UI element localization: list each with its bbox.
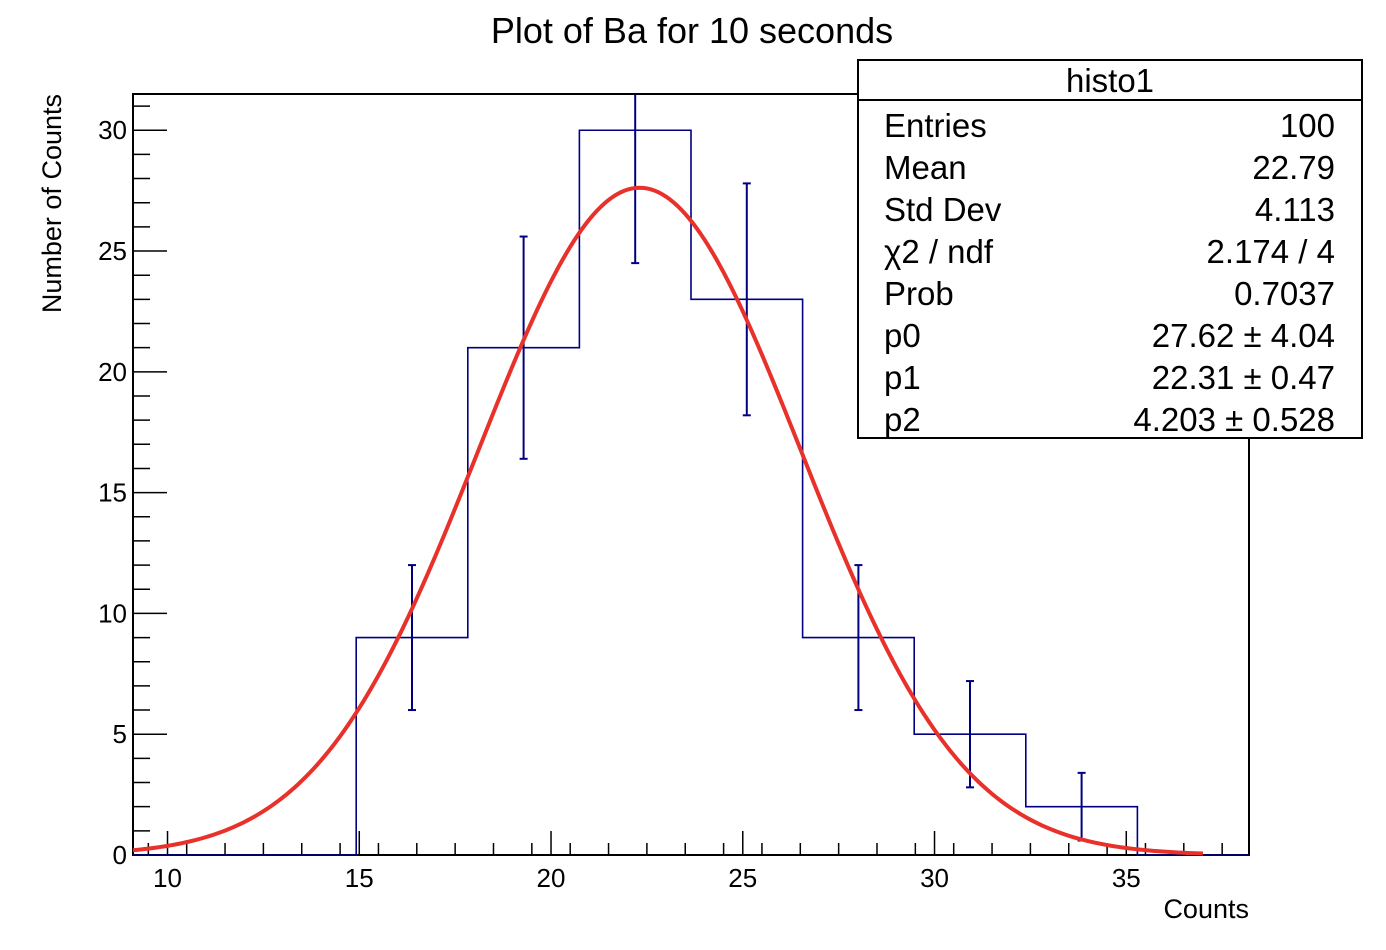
y-axis-label: Number of Counts	[37, 94, 67, 313]
stats-row-label: p0	[884, 317, 921, 354]
stats-row-label: Entries	[884, 107, 987, 144]
plot-frame	[132, 93, 1250, 856]
x-axis-label: Counts	[1163, 894, 1249, 924]
x-tick-label: 10	[153, 863, 182, 893]
stats-box: histo1 Entries 100 Mean 22.79 Std Dev 4.113 χ2…	[857, 59, 1363, 439]
stats-row-label: χ2 / ndf	[884, 233, 994, 270]
stats-row-value: 22.31 ± 0.47	[1152, 359, 1335, 396]
histogram-series	[133, 94, 1249, 856]
stats-rows: Entries 100 Mean 22.79 Std Dev 4.113 χ2 / ndf 2…	[884, 107, 1335, 438]
stats-row-label: Prob	[884, 275, 954, 312]
stats-box-title: histo1	[1066, 62, 1154, 99]
y-tick-label: 10	[98, 598, 127, 628]
x-tick-label: 15	[345, 863, 374, 893]
stats-row-value: 22.79	[1252, 149, 1335, 186]
y-tick-label: 15	[98, 478, 127, 508]
y-tick-label: 30	[98, 115, 127, 145]
x-tick-label: 30	[920, 863, 949, 893]
gaussian-fit-curve	[132, 185, 1204, 856]
stats-row-value: 27.62 ± 4.04	[1152, 317, 1335, 354]
x-tick-label: 20	[537, 863, 566, 893]
stats-row-label: Std Dev	[884, 191, 1002, 228]
chart-title: Plot of Ba for 10 seconds	[491, 10, 893, 51]
stats-row-label: p1	[884, 359, 921, 396]
stats-row-value: 4.113	[1255, 191, 1335, 228]
y-tick-label: 0	[113, 840, 127, 870]
histogram-outline	[133, 129, 1249, 856]
stats-row-value: 4.203 ± 0.528	[1133, 401, 1335, 438]
stats-row-value: 2.174 / 4	[1207, 233, 1335, 270]
y-tick-label: 20	[98, 357, 127, 387]
stats-row-label: p2	[884, 401, 921, 438]
stats-box-frame	[857, 59, 1363, 439]
axis-ticks: 10 15 20 25 30 35 0 5 10 15 20 25 30	[98, 105, 1223, 893]
stats-row-label: Mean	[884, 149, 967, 186]
y-tick-label: 5	[113, 719, 127, 749]
x-tick-label: 35	[1112, 863, 1141, 893]
stats-row-value: 100	[1280, 107, 1335, 144]
y-tick-label: 25	[98, 236, 127, 266]
stats-row-value: 0.7037	[1234, 275, 1335, 312]
x-tick-label: 25	[728, 863, 757, 893]
fit-curve-group	[132, 185, 1204, 856]
